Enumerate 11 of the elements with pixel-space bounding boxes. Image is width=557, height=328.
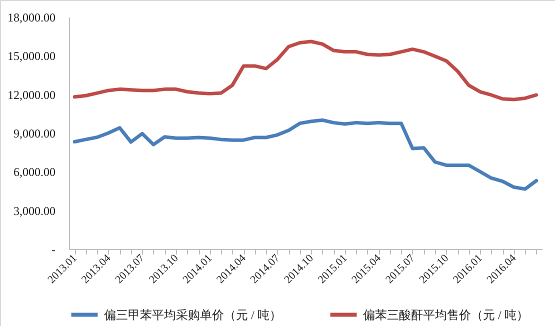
y-tick-label: 12,000.00: [8, 88, 56, 102]
legend-label: 偏三甲苯平均采购单价（元 / 吨）: [104, 308, 282, 322]
y-tick-label: -: [52, 242, 56, 256]
y-tick-label: 6,000.00: [14, 165, 56, 180]
y-tick-label: 3,000.00: [14, 204, 56, 218]
y-tick-label: 15,000.00: [8, 49, 56, 64]
y-tick-label: 9,000.00: [14, 126, 56, 140]
legend-label: 偏苯三酸酐平均售价（元 / 吨）: [363, 308, 528, 322]
line-series: [72, 118, 538, 191]
y-tick-label: 18,000.00: [8, 10, 56, 24]
line-series: [72, 40, 538, 102]
